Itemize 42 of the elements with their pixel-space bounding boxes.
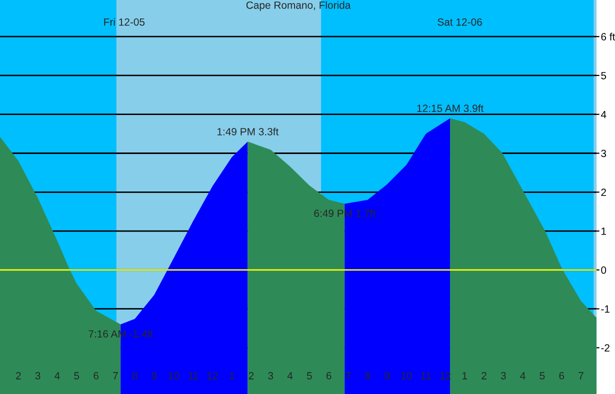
y-tick-label: 1 bbox=[602, 228, 606, 235]
x-tick-label: 5 bbox=[306, 372, 312, 380]
x-tick-label: 5 bbox=[540, 372, 545, 380]
x-tick-label: 4 bbox=[520, 372, 526, 380]
y-tick-label: 0 bbox=[601, 266, 606, 274]
x-tick-label: 4 bbox=[287, 372, 293, 380]
annotation: 1:49 PM 3.3ft bbox=[217, 128, 279, 136]
x-tick-label: 6 bbox=[326, 372, 332, 380]
x-tick-label: 6 bbox=[559, 372, 564, 380]
x-tick-label: 1 bbox=[230, 372, 234, 380]
x-tick-label: 5 bbox=[74, 372, 80, 380]
x-tick-label: 3 bbox=[268, 372, 274, 380]
x-tick-label: 12 bbox=[207, 372, 218, 380]
x-tick-label: 6 bbox=[94, 372, 98, 380]
y-tick-label: 2 bbox=[601, 188, 606, 196]
y-tick-label: 3 bbox=[601, 150, 606, 158]
x-tick-label: 10 bbox=[401, 372, 412, 380]
x-tick-label: 4 bbox=[54, 372, 60, 380]
x-tick-label: 7 bbox=[346, 372, 351, 380]
x-tick-label: 7 bbox=[113, 372, 118, 380]
x-tick-label: 3 bbox=[35, 372, 40, 380]
x-tick-label: 2 bbox=[16, 372, 21, 380]
x-tick-label: 2 bbox=[248, 372, 254, 380]
x-tick-label: 10 bbox=[168, 372, 180, 380]
x-tick-label: 11 bbox=[188, 372, 198, 380]
x-tick-label: 9 bbox=[152, 372, 157, 380]
x2-tick-label: Fri 12-05 bbox=[104, 18, 145, 26]
annotation: 12:15 AM 3.9ft bbox=[417, 104, 484, 112]
x2-tick-label: Sat 12-06 bbox=[438, 18, 482, 26]
x-tick-label: 1 bbox=[462, 372, 468, 380]
y-tick-label: -2 bbox=[601, 344, 610, 352]
y-tick-label: 4 bbox=[600, 110, 606, 118]
x-tick-label: 3 bbox=[500, 372, 506, 380]
x-tick-label: 8 bbox=[365, 372, 370, 380]
y-tick-label: 5 bbox=[601, 72, 606, 80]
y-tick-label: 6 ft bbox=[601, 32, 615, 40]
x-tick-label: 7 bbox=[578, 372, 584, 380]
y-tick-label: -1 bbox=[601, 305, 610, 313]
x-tick-label: 9 bbox=[384, 372, 390, 380]
x-tick-label: 11 bbox=[421, 372, 431, 380]
x-tick-label: 8 bbox=[132, 372, 138, 380]
x-tick-label: 2 bbox=[482, 372, 486, 380]
